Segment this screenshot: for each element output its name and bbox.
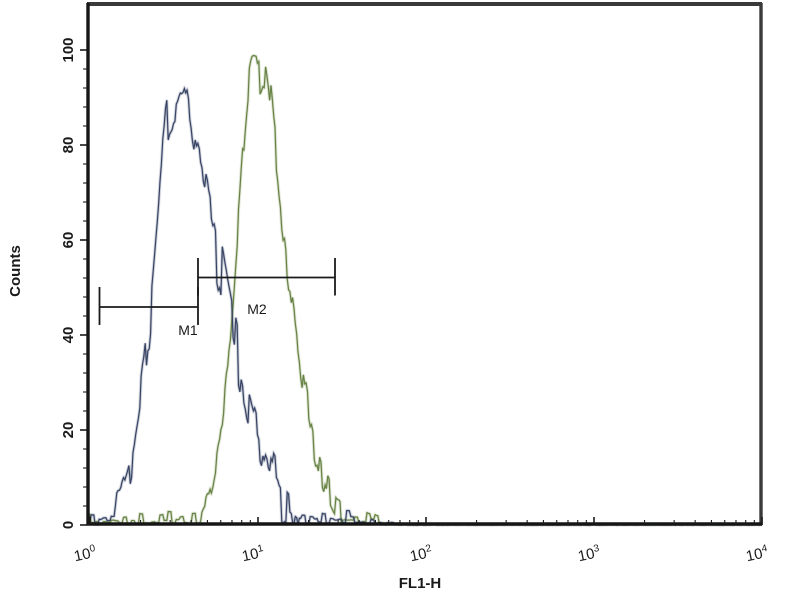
- svg-text:101: 101: [240, 543, 266, 565]
- svg-text:100: 100: [60, 37, 77, 62]
- svg-text:103: 103: [576, 543, 602, 565]
- svg-text:Counts: Counts: [7, 245, 24, 297]
- svg-text:20: 20: [60, 422, 77, 439]
- svg-text:FL1-H: FL1-H: [399, 575, 442, 592]
- svg-text:0: 0: [60, 521, 77, 529]
- svg-text:M2: M2: [247, 301, 267, 317]
- svg-text:M1: M1: [178, 322, 198, 338]
- svg-text:104: 104: [744, 543, 770, 565]
- svg-text:40: 40: [60, 327, 77, 344]
- svg-text:102: 102: [408, 543, 434, 565]
- svg-text:100: 100: [72, 543, 98, 565]
- svg-text:80: 80: [60, 137, 77, 154]
- svg-text:60: 60: [60, 232, 77, 249]
